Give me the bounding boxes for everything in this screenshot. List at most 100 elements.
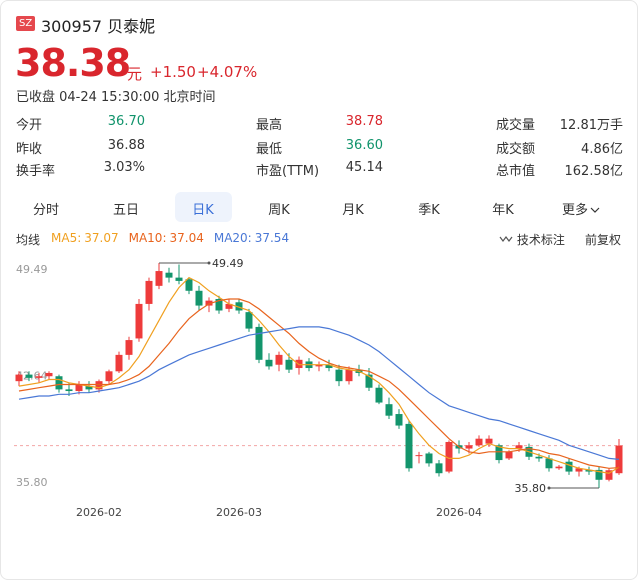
candle-body [445,441,453,472]
candle-body [45,372,53,377]
indicator-label: 均线 [16,233,41,247]
candle-body [245,312,253,329]
tab-more[interactable]: 更多 [562,199,600,218]
candle-body [65,389,73,392]
tab[interactable]: 月K [342,203,364,218]
candle-body [35,376,43,378]
candle-body [265,359,273,367]
candle-body [215,298,223,311]
low-label: 35.80 [515,482,547,495]
x-tick-label: 2026-03 [216,506,262,519]
candle-body [435,463,443,474]
stat-label: 成交额 [496,142,536,157]
ma-line [18,276,620,474]
x-tick-label: 2026-02 [76,506,122,519]
x-tick-label: 2026-04 [436,506,482,519]
legend-name: MA5: [51,231,82,245]
candle-body [375,387,383,403]
candle-body [405,423,413,469]
candle-body [135,303,143,339]
candle-body [505,451,513,459]
stat-value: 36.88 [107,138,145,153]
candle-body [125,340,133,355]
candle-body [25,374,33,378]
candle-body [105,371,113,382]
tab[interactable]: 更多 [561,203,589,218]
y-tick-label: 35.80 [16,476,48,489]
candle-body [165,272,173,278]
candle-body [495,445,503,461]
tab[interactable]: 分时 [32,203,60,218]
active-tab-bg [175,192,232,222]
candle-body [95,381,103,390]
candle-body [575,468,583,472]
candle-body [285,359,293,370]
stat-value: 12.81万手 [559,118,623,133]
tab[interactable]: 季K [418,203,440,218]
stat-value: 3.03% [103,160,145,175]
high-dot [207,261,211,265]
price: 38.38 [15,41,131,85]
stat-label: 总市值 [496,164,536,179]
market-badge: SZ [16,16,36,31]
stat-value: 45.14 [345,160,383,175]
candle-body [555,466,563,469]
stat-value: 4.86亿 [581,142,623,157]
candle-body [75,384,83,392]
candle-body [185,279,193,291]
stat-label: 换手率 [16,164,56,179]
stat-label: 昨收 [16,142,43,157]
legend-item: MA5: 37.07 [51,231,119,245]
change: +1.50 [150,63,196,81]
stat-label: 最高 [256,118,283,133]
candle-body [55,376,63,390]
candle-body [565,461,573,472]
tool-label[interactable]: 技术标注 [516,233,565,247]
tab[interactable]: 年K [492,203,514,218]
candle-body [385,404,393,416]
stat-label: 最低 [256,142,283,157]
legend-item: MA10: 37.04 [129,231,204,245]
stock-code: 300957 贝泰妮 [41,13,155,37]
code: 300957 [41,17,103,36]
tool[interactable]: 前复权 [585,233,622,247]
stat-value: 36.70 [107,114,145,129]
candle-body [175,277,183,281]
tab-active[interactable]: 日K [192,203,214,218]
chevron [590,207,600,213]
legend-value: 37.54 [254,231,290,245]
ma-line [18,326,620,460]
candle-body [585,469,593,472]
candle-body [595,469,603,480]
currency: 元 [127,65,143,83]
candle-body [485,438,493,444]
chart: 49.4942.6435.802026-022026-032026-0449.4… [14,257,624,519]
candle-body [85,386,93,390]
legend-value: 37.07 [84,231,119,245]
candle-body [275,354,283,365]
legend-name: MA10: [128,231,167,245]
candle-body [395,414,403,426]
candle-body [545,458,553,469]
tab[interactable]: 五日 [112,203,140,218]
stock-name: 贝泰妮 [107,17,156,36]
candle-body [475,438,483,446]
tab[interactable]: 周K [268,203,290,218]
status: 已收盘 04-24 15:30:00 北京时间 [16,90,216,105]
stat-value: 38.78 [345,114,383,129]
candle-body [115,354,123,372]
tool-icon [499,236,513,242]
low-dot [547,486,551,490]
candle-body [15,374,23,382]
tool[interactable]: 技术标注 [499,231,565,248]
candle-body [515,445,523,449]
candle-body [255,326,263,360]
high-label: 49.49 [212,257,244,270]
legend-item: MA20: 37.54 [214,231,289,245]
candle-body [195,290,203,306]
candle-body [535,456,543,459]
candle-body [155,271,163,286]
candle-body [145,280,153,304]
legend-value: 37.04 [169,231,204,245]
